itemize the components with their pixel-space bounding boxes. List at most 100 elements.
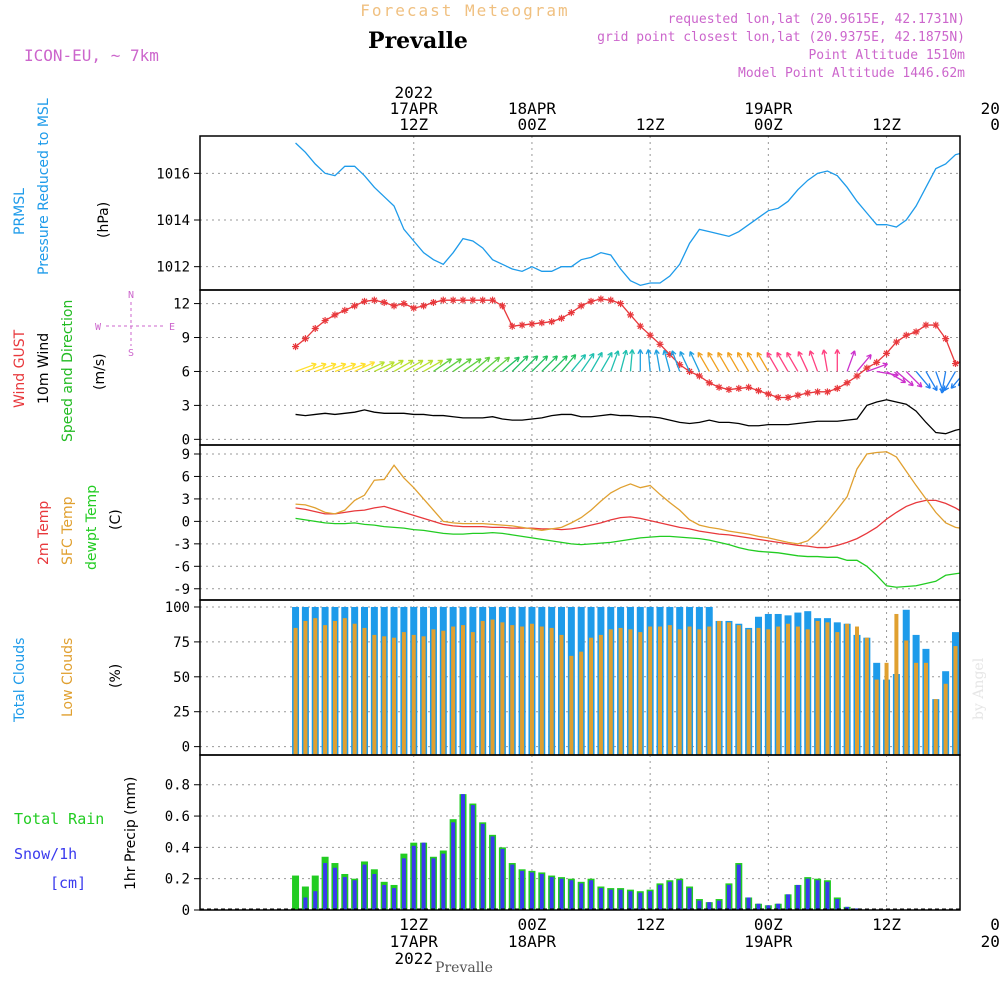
pressure-data <box>295 142 960 287</box>
clouds-label-total: Total Clouds <box>12 638 28 723</box>
y-tick-label: 12 <box>173 297 190 313</box>
low-cloud-bar <box>323 625 328 755</box>
low-cloud-bar <box>933 699 938 755</box>
point-altitude: Point Altitude 1510m <box>808 48 965 63</box>
y-tick-label: -6 <box>173 559 190 575</box>
low-cloud-bar <box>953 646 958 755</box>
snow-bar <box>490 836 495 910</box>
wind-arrow <box>950 376 960 389</box>
wind-arrow <box>662 349 671 372</box>
snow-bar <box>421 842 426 910</box>
low-cloud-bar <box>648 626 653 755</box>
gust-point <box>489 296 497 304</box>
snow-bar <box>579 883 584 910</box>
snow-bar <box>726 884 731 910</box>
wind-arrow <box>943 371 957 392</box>
low-cloud-bar <box>904 640 909 755</box>
station-title: Prevalle <box>368 28 468 54</box>
y-tick-label: 0 <box>182 514 190 530</box>
wind-arrow <box>619 349 629 372</box>
snow-bar <box>608 889 613 910</box>
y-tick-label: 3 <box>182 398 190 414</box>
snow-bar <box>303 897 308 910</box>
top-time-label: 20APR <box>981 99 1000 118</box>
snow-bar <box>845 906 850 910</box>
gust-point <box>331 311 339 319</box>
low-cloud-bar <box>657 626 662 755</box>
snow-bar <box>825 881 830 910</box>
gust-point <box>351 302 359 310</box>
y-tick-label: -3 <box>173 537 190 553</box>
wind-arrow <box>580 352 595 372</box>
precip-data <box>200 794 960 910</box>
low-cloud-bar <box>451 626 456 755</box>
series-2m-temp <box>295 499 960 549</box>
y-tick-label: 0.8 <box>165 778 190 794</box>
low-cloud-bar <box>372 634 377 755</box>
gust-point <box>360 297 368 305</box>
low-cloud-bar <box>677 629 682 755</box>
low-cloud-bar <box>392 637 397 755</box>
top-time-label: 12Z <box>399 115 428 134</box>
wind-arrow <box>670 350 681 372</box>
low-cloud-bar <box>441 630 446 755</box>
series-10m-wind <box>295 399 960 435</box>
low-cloud-bar <box>963 649 967 755</box>
wind-arrow <box>452 358 472 372</box>
temp-panel: -9 -6 -3 0 3 6 9 <box>173 444 961 601</box>
snow-bar <box>480 823 485 910</box>
snow-bar <box>323 863 328 910</box>
snow-bar <box>382 884 387 910</box>
gust-point <box>429 298 437 306</box>
gust-point <box>784 393 792 401</box>
gust-point <box>764 390 772 398</box>
snow-bar <box>401 858 406 910</box>
wind-arrow <box>905 371 923 388</box>
low-cloud-bar <box>854 626 859 755</box>
low-cloud-bar <box>795 626 800 755</box>
compass-n: N <box>128 290 134 301</box>
gust-point <box>636 322 644 330</box>
precip-frame <box>199 754 961 911</box>
wind-arrow <box>821 349 829 372</box>
gust-point <box>498 302 506 310</box>
top-time-label: 00Z <box>517 115 546 134</box>
low-cloud-bar <box>500 622 505 755</box>
y-tick-label: 25 <box>173 705 190 721</box>
top-time-label: 18APR <box>508 99 557 118</box>
temp-unit: (C) <box>108 509 124 530</box>
gust-point <box>410 304 418 312</box>
gust-point <box>912 328 920 336</box>
y-tick-label: 0 <box>182 432 190 448</box>
wind-arrow <box>707 351 720 372</box>
gust-point <box>321 317 329 325</box>
snow-bar <box>500 848 505 910</box>
snow-bar <box>815 880 820 910</box>
top-time-label: 12Z <box>636 115 665 134</box>
wind-arrow <box>986 371 1000 382</box>
y-tick-label: 0.4 <box>165 840 190 856</box>
low-cloud-bar <box>707 626 712 755</box>
y-tick-label: 1016 <box>156 166 190 182</box>
precip-label-cm: [cm] <box>50 874 86 892</box>
wind-arrow <box>531 355 549 372</box>
gust-point <box>538 319 546 327</box>
wind-arrow <box>915 371 931 389</box>
wind-data <box>292 295 1000 435</box>
temp-data <box>295 451 960 588</box>
gust-point <box>646 331 654 339</box>
model-altitude: Model Point Altitude 1446.62m <box>738 66 965 81</box>
wind-arrow <box>521 355 539 372</box>
gust-point <box>715 383 723 391</box>
low-cloud-bar <box>608 629 613 755</box>
gust-point <box>577 302 585 310</box>
low-cloud-bar <box>342 618 347 755</box>
top-time-label: 2022 <box>394 83 433 102</box>
snow-bar <box>717 900 722 910</box>
gust-point <box>991 332 998 339</box>
wind-arrow <box>442 358 462 372</box>
wind-arrow <box>383 359 404 373</box>
y-tick-label: 0 <box>182 740 190 756</box>
gust-point <box>883 349 891 357</box>
low-cloud-bar <box>559 634 564 755</box>
